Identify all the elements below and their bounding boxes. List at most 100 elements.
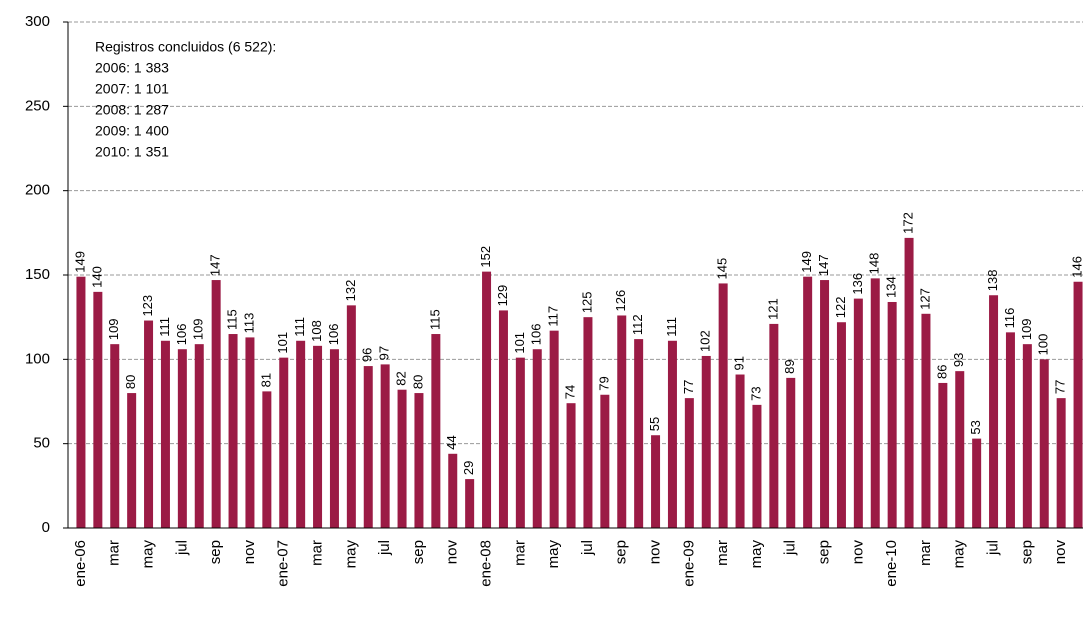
data-label: 102	[698, 330, 713, 352]
y-tick-label: 100	[25, 350, 50, 367]
data-label: 79	[596, 376, 611, 390]
bar	[651, 435, 661, 528]
data-label: 109	[106, 318, 121, 340]
bar	[1039, 359, 1049, 528]
bar	[752, 404, 762, 528]
bar	[515, 357, 525, 528]
data-label: 82	[393, 371, 408, 385]
bar	[904, 237, 914, 529]
bar	[1073, 281, 1083, 528]
data-label: 77	[1053, 380, 1068, 394]
bar	[735, 374, 745, 528]
bar	[329, 349, 339, 528]
bar	[583, 317, 593, 528]
x-tick-label: ene-09	[680, 540, 697, 587]
x-tick-label: may	[140, 540, 157, 569]
data-label: 100	[1036, 334, 1051, 356]
annotation: 2008: 1 287	[95, 102, 169, 118]
bar	[346, 305, 356, 528]
x-tick-label: jul	[985, 540, 1002, 556]
data-label: 96	[360, 348, 375, 362]
bar	[972, 438, 982, 528]
data-label: 55	[647, 417, 662, 431]
y-tick-label: 150	[25, 266, 50, 283]
x-tick-label: mar	[309, 540, 326, 566]
bar	[836, 322, 846, 528]
bar	[160, 340, 170, 528]
annotation: 2007: 1 101	[95, 81, 169, 97]
x-tick-label: nov	[241, 540, 258, 565]
data-label: 108	[309, 320, 324, 342]
bar	[431, 334, 441, 528]
bar	[887, 301, 897, 528]
data-label: 115	[224, 309, 239, 330]
data-label: 125	[579, 291, 594, 313]
x-tick-label: sep	[410, 540, 427, 564]
bar	[820, 280, 830, 528]
data-label: 152	[478, 246, 493, 268]
x-tick-label: jul	[376, 540, 393, 556]
x-tick-label: nov	[1052, 540, 1069, 565]
x-tick-label: jul	[579, 540, 596, 556]
data-label: 148	[867, 253, 882, 275]
data-label: 106	[326, 324, 341, 346]
bar	[245, 337, 255, 528]
bar	[262, 391, 272, 528]
x-tick-label: ene-10	[883, 540, 900, 587]
data-label: 106	[529, 324, 544, 346]
data-label: 86	[934, 364, 949, 378]
bar	[177, 349, 187, 528]
bar	[76, 276, 86, 528]
bar	[93, 291, 103, 528]
bar	[465, 479, 475, 528]
data-label: 91	[731, 356, 746, 370]
data-label: 53	[968, 420, 983, 434]
data-label: 136	[850, 273, 865, 295]
data-label: 80	[123, 375, 138, 389]
annotation: 2010: 1 351	[95, 144, 169, 160]
data-label: 127	[917, 288, 932, 310]
x-tick-label: sep	[1018, 540, 1035, 564]
bar	[769, 323, 779, 528]
x-tick-label: may	[748, 540, 765, 569]
bar	[549, 330, 559, 528]
data-label: 146	[1069, 256, 1083, 278]
data-label: 101	[512, 332, 527, 354]
data-label: 149	[72, 251, 87, 273]
y-tick-label: 200	[25, 182, 50, 199]
bar	[127, 393, 137, 528]
data-label: 132	[343, 280, 358, 302]
x-tick-label: jul	[782, 540, 799, 556]
data-label: 116	[1002, 308, 1017, 329]
x-tick-label: may	[545, 540, 562, 569]
data-label: 138	[985, 270, 1000, 292]
data-label: 117	[546, 306, 561, 327]
bar	[414, 393, 424, 528]
data-label: 122	[833, 297, 848, 319]
bar	[296, 340, 306, 528]
bar	[1056, 398, 1066, 528]
y-tick-label: 250	[25, 97, 50, 114]
data-label: 101	[275, 332, 290, 354]
data-label: 77	[681, 380, 696, 394]
data-label: 80	[410, 375, 425, 389]
y-tick-label: 300	[25, 13, 50, 30]
data-label: 147	[816, 254, 831, 276]
data-label: 109	[1019, 318, 1034, 340]
data-label: 172	[900, 212, 915, 234]
x-tick-label: nov	[647, 540, 664, 565]
bar	[144, 320, 154, 528]
bar	[701, 355, 711, 528]
data-label: 113	[241, 313, 256, 334]
x-tick-label: sep	[816, 540, 833, 564]
data-label: 115	[427, 309, 442, 330]
bar	[786, 377, 796, 528]
x-tick-label: mar	[511, 540, 528, 566]
data-label: 140	[89, 266, 104, 288]
x-tick-label: may	[342, 540, 359, 569]
bar	[634, 339, 644, 528]
annotation: Registros concluidos (6 522):	[95, 39, 276, 55]
data-label: 109	[191, 318, 206, 340]
data-label: 111	[664, 317, 679, 337]
